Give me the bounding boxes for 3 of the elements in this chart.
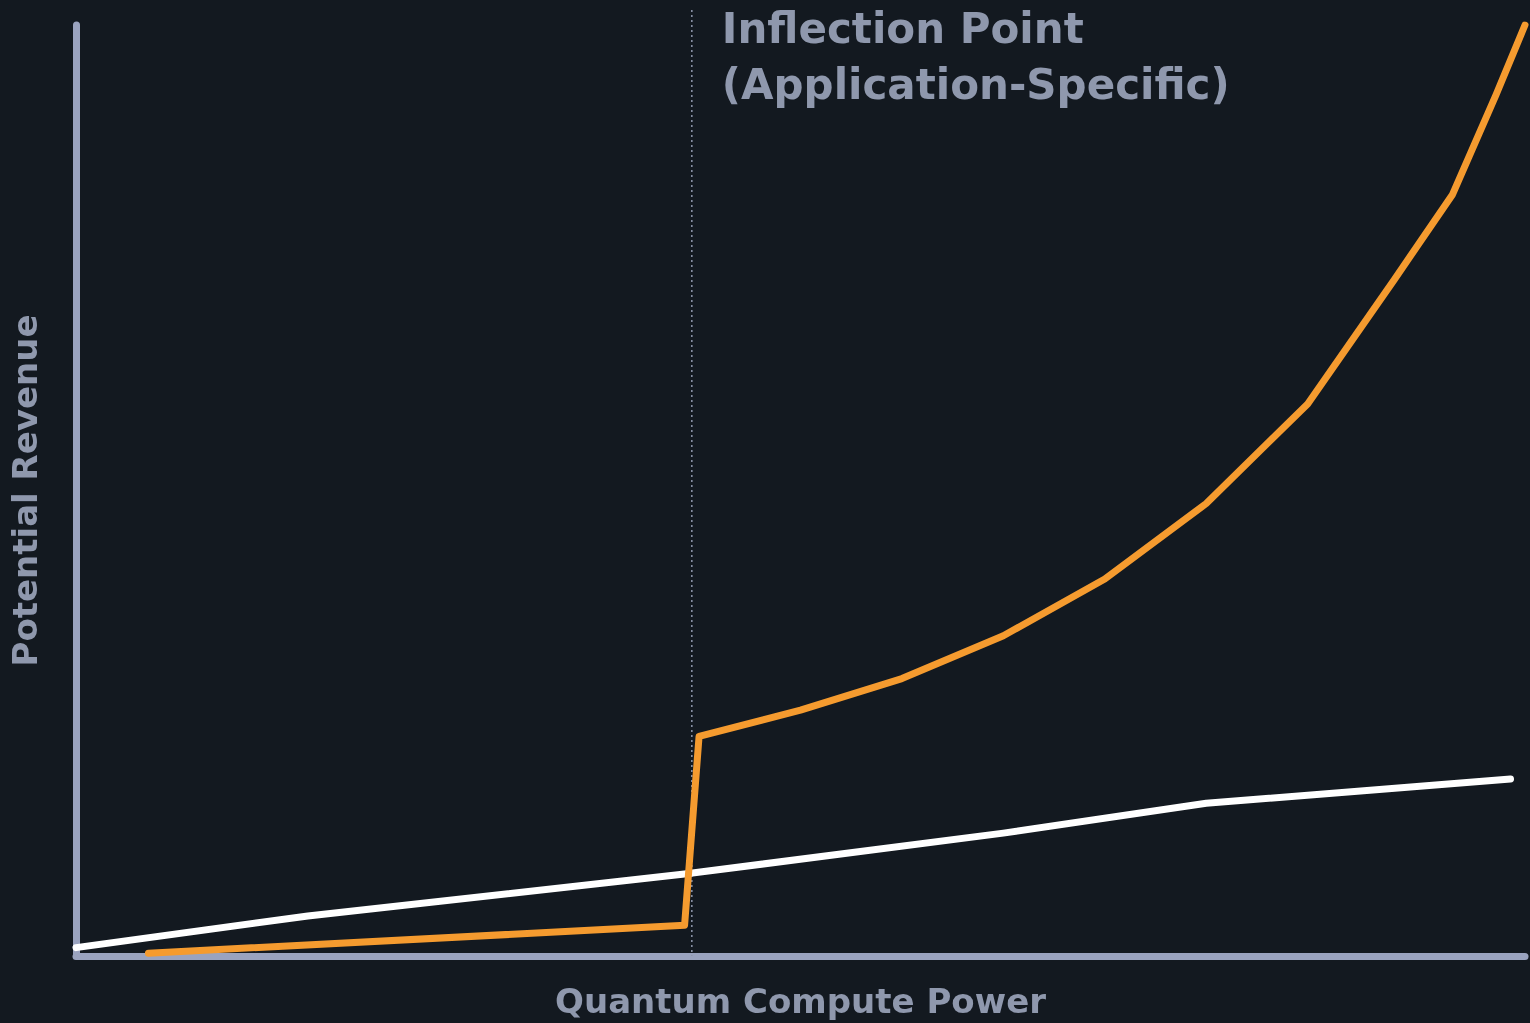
y-axis-title: Potential Revenue <box>5 314 45 667</box>
text: Inflection Point (Application-Specific) <box>721 3 1230 109</box>
x-axis-title: Quantum Compute Power <box>555 981 1047 1021</box>
